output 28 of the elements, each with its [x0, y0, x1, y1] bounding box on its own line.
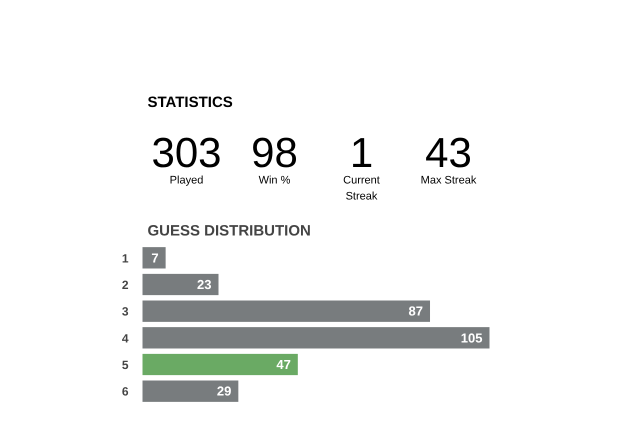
category-label: Win %: [258, 174, 291, 186]
y-tick-label: 6: [122, 384, 129, 399]
data-label: 29: [216, 384, 232, 399]
bar: [142, 354, 298, 376]
data-label: 47: [276, 357, 291, 372]
data-label: 7: [151, 250, 159, 266]
data-label: 23: [197, 277, 212, 292]
bar: [142, 247, 166, 268]
data-label: 1: [350, 129, 374, 176]
y-tick-label: 4: [122, 331, 129, 346]
chart-title: GUESS DISTRIBUTION: [148, 222, 311, 240]
bar: [142, 300, 430, 322]
bar: [142, 380, 238, 402]
data-label: 105: [460, 330, 483, 346]
bar: [142, 274, 219, 296]
bar: [142, 327, 490, 348]
y-tick-label: 1: [122, 251, 129, 266]
data-label: 303: [151, 129, 222, 176]
data-label: 87: [408, 304, 424, 319]
data-label: 98: [251, 129, 298, 176]
data-label: 43: [425, 129, 472, 176]
category-label: Max Streak: [420, 174, 477, 186]
category-label: Current Streak: [343, 174, 380, 203]
y-tick-label: 3: [122, 304, 129, 319]
y-tick-label: 2: [122, 278, 129, 292]
y-tick-label: 5: [122, 358, 129, 372]
text: STATISTICS: [148, 94, 233, 111]
category-label: Played: [170, 174, 204, 186]
